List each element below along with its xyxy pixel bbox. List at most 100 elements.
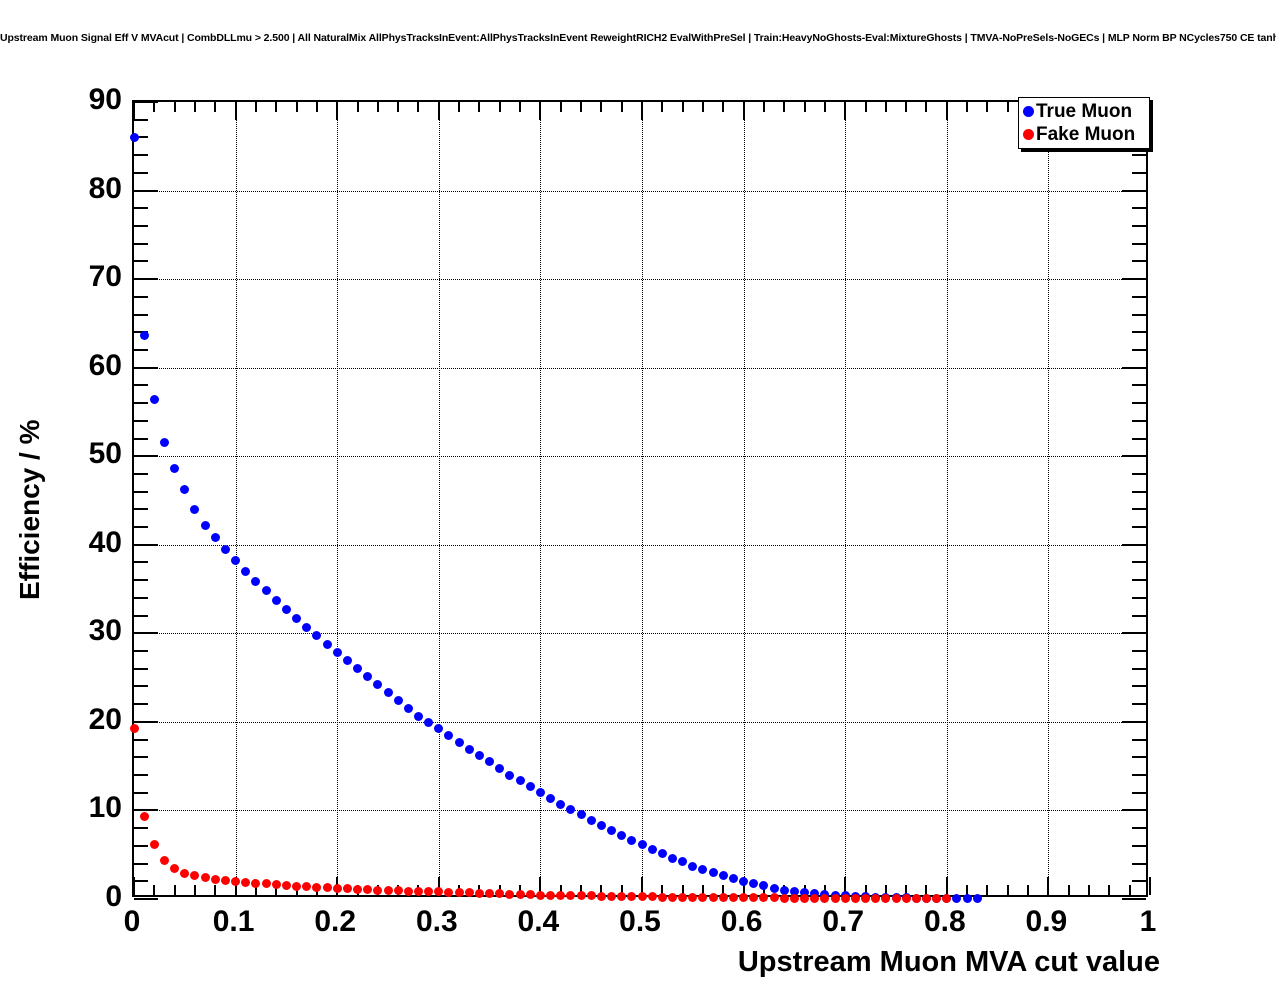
data-point <box>962 894 972 904</box>
data-point <box>373 885 383 895</box>
data-point <box>698 865 708 875</box>
data-point <box>586 891 596 901</box>
axis-tick <box>1132 260 1146 263</box>
axis-tick <box>134 738 148 741</box>
x-tick-label: 0 <box>123 905 141 938</box>
data-point <box>434 887 444 897</box>
axis-tick <box>1088 885 1091 895</box>
data-point <box>373 680 383 690</box>
axis-tick <box>134 384 148 387</box>
axis-tick <box>214 102 217 112</box>
axis-tick <box>417 102 420 112</box>
axis-tick <box>134 650 148 653</box>
data-point <box>576 810 586 820</box>
axis-tick <box>134 348 148 351</box>
data-point <box>617 830 627 840</box>
data-point <box>881 893 891 903</box>
data-point <box>332 648 342 658</box>
axis-tick <box>254 885 257 895</box>
grid-line-horizontal <box>134 279 1146 281</box>
data-point <box>485 757 495 767</box>
axis-tick <box>193 885 196 895</box>
data-point <box>627 836 637 846</box>
data-point <box>789 893 799 903</box>
data-point <box>546 793 556 803</box>
axis-tick <box>762 102 765 112</box>
data-point <box>413 886 423 896</box>
data-point <box>586 815 596 825</box>
data-point <box>779 885 789 895</box>
axis-tick <box>134 154 148 157</box>
axis-tick <box>925 102 928 112</box>
data-point <box>180 485 190 495</box>
axis-tick <box>600 885 603 895</box>
data-point <box>749 879 759 889</box>
data-point <box>759 893 769 903</box>
data-point <box>170 464 180 474</box>
axis-tick <box>864 885 867 895</box>
data-point <box>403 886 413 896</box>
data-point <box>952 893 962 903</box>
x-tick-label: 0.8 <box>923 905 966 938</box>
axis-tick <box>1132 402 1146 405</box>
data-point <box>739 876 749 886</box>
data-point <box>302 622 312 632</box>
data-point <box>810 893 820 903</box>
x-tick-label: 0.5 <box>619 905 661 938</box>
x-axis-title: Upstream Muon MVA cut value <box>737 946 1160 978</box>
data-point <box>251 576 261 586</box>
axis-tick <box>1122 720 1146 723</box>
data-points-layer <box>129 102 1146 904</box>
data-point <box>251 878 261 888</box>
axis-tick <box>193 102 196 112</box>
axis-tick <box>153 885 156 895</box>
y-tick-label: 50 <box>88 437 122 471</box>
axis-tick <box>681 885 684 895</box>
y-tick-label: 60 <box>88 348 122 382</box>
axis-tick <box>1108 885 1111 895</box>
axis-tick <box>681 102 684 112</box>
axis-tick <box>134 561 148 564</box>
data-point <box>413 712 423 722</box>
axis-tick <box>134 579 148 582</box>
axis-tick <box>234 102 237 120</box>
legend-entry-fake-muon[interactable]: Fake Muon <box>1023 123 1149 146</box>
axis-tick <box>134 756 148 759</box>
data-point <box>129 723 139 733</box>
data-point <box>261 586 271 596</box>
axis-tick <box>376 102 379 112</box>
axis-tick <box>783 102 786 112</box>
plot-frame <box>129 100 1151 904</box>
data-point <box>190 871 200 881</box>
grid-line-vertical <box>1048 102 1050 895</box>
x-tick-label: 0.3 <box>415 905 458 938</box>
axis-tick <box>1122 455 1146 458</box>
axis-tick <box>722 885 725 895</box>
data-point <box>159 437 169 447</box>
data-point <box>393 886 403 896</box>
y-tick-label: 10 <box>88 791 122 825</box>
axis-tick <box>762 885 765 895</box>
data-point <box>342 656 352 666</box>
data-point <box>271 880 281 890</box>
data-point <box>200 873 210 883</box>
axis-tick <box>1122 632 1146 635</box>
data-point <box>861 893 871 903</box>
data-point <box>718 871 728 881</box>
grid-line-horizontal <box>134 633 1146 635</box>
axis-tick <box>134 278 158 281</box>
axis-tick <box>134 419 148 422</box>
data-point <box>942 894 952 904</box>
data-point <box>637 840 647 850</box>
data-point <box>200 520 210 530</box>
axis-tick <box>823 102 826 112</box>
data-point <box>363 672 373 682</box>
y-axis-title: Efficiency / % <box>14 419 45 600</box>
legend-entry-true-muon[interactable]: True Muon <box>1023 100 1149 123</box>
axis-tick <box>1132 703 1146 706</box>
axis-tick <box>1128 885 1131 895</box>
grid-line-horizontal <box>134 810 1146 812</box>
data-point <box>708 867 718 877</box>
data-point <box>312 631 322 641</box>
